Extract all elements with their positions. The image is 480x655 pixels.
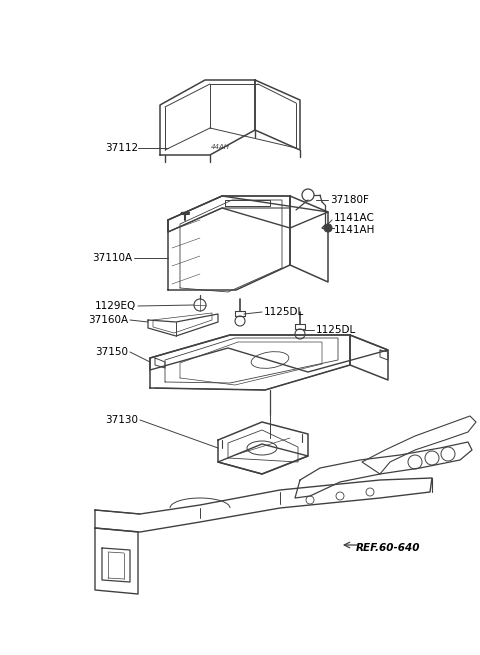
Text: 37180F: 37180F bbox=[330, 195, 369, 205]
Text: 37150: 37150 bbox=[95, 347, 128, 357]
Text: 37160A: 37160A bbox=[88, 315, 128, 325]
Text: 37112: 37112 bbox=[105, 143, 138, 153]
Text: 1129EQ: 1129EQ bbox=[95, 301, 136, 311]
Text: 37130: 37130 bbox=[105, 415, 138, 425]
Text: 1125DL: 1125DL bbox=[316, 325, 356, 335]
Text: 1125DL: 1125DL bbox=[264, 307, 304, 317]
Text: 44AH: 44AH bbox=[211, 144, 229, 150]
Text: 1141AC: 1141AC bbox=[334, 213, 375, 223]
Text: 37110A: 37110A bbox=[92, 253, 132, 263]
Text: REF.60-640: REF.60-640 bbox=[356, 543, 420, 553]
Circle shape bbox=[324, 224, 332, 232]
Text: 1141AH: 1141AH bbox=[334, 225, 375, 235]
